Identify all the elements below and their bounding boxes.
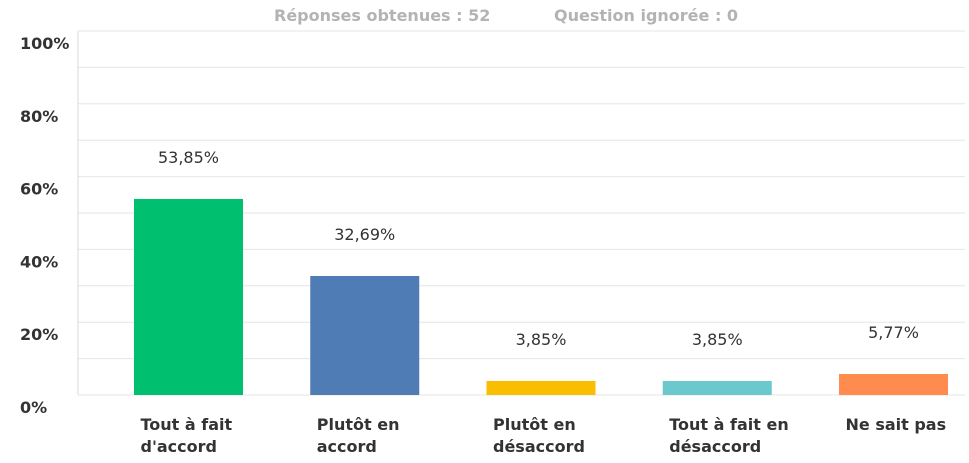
bar — [134, 198, 243, 395]
y-tick-label: 100% — [20, 34, 69, 53]
y-tick-label: 80% — [20, 107, 58, 126]
y-tick-label: 60% — [20, 180, 58, 199]
value-label: 5,77% — [868, 323, 919, 342]
bar — [839, 373, 948, 395]
value-label: 53,85% — [158, 148, 219, 167]
value-label: 32,69% — [334, 225, 395, 244]
bar — [310, 276, 420, 395]
value-label: 3,85% — [516, 330, 567, 349]
y-tick-label: 0% — [20, 398, 47, 417]
x-tick-label: Tout à fait d'accord — [140, 415, 233, 456]
value-label: 3,85% — [692, 330, 743, 349]
x-tick-label: Plutôt en désaccord — [493, 415, 585, 456]
bar — [486, 380, 596, 395]
x-tick-label: Ne sait pas — [845, 415, 947, 434]
x-tick-label: Plutôt en accord — [316, 415, 400, 456]
y-tick-label: 40% — [20, 252, 58, 271]
bar — [662, 380, 772, 395]
skipped-count: Question ignorée : 0 — [554, 6, 739, 25]
y-tick-label: 20% — [20, 325, 58, 344]
x-tick-label: Tout à fait en désaccord — [669, 415, 789, 456]
responses-count: Réponses obtenues : 52 — [274, 6, 491, 25]
